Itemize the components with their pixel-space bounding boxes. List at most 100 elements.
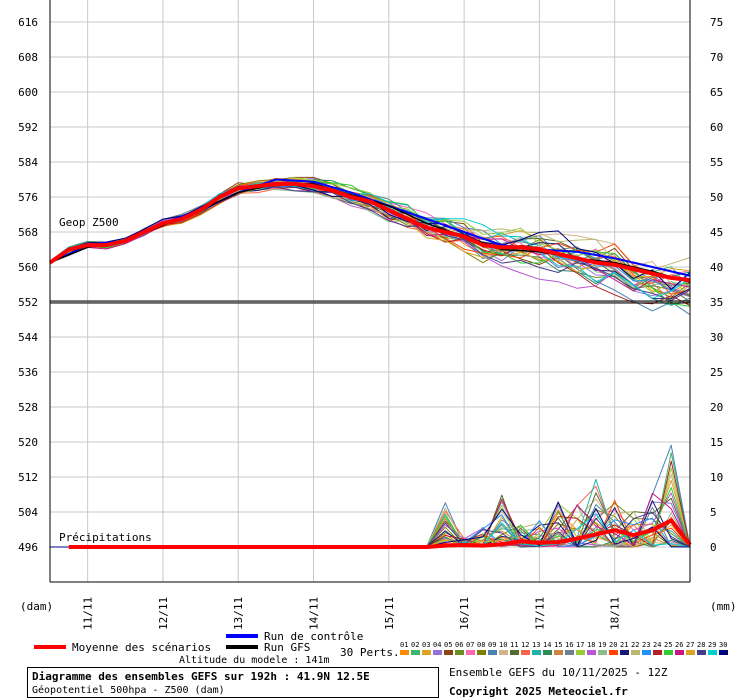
legend-pert-number: 23 [642,641,650,649]
right-tick-label: 35 [710,296,723,309]
right-tick-label: 65 [710,86,723,99]
axes [49,0,691,583]
left-tick-label: 496 [18,541,38,554]
legend-pert-number: 13 [532,641,540,649]
legend-pert-number: 18 [587,641,595,649]
legend-pert-chip [521,650,530,655]
legend-pert-chip [499,650,508,655]
x-tick-label: 13/11 [232,597,245,630]
left-axis-unit: (dam) [20,600,53,613]
legend-pert-number: 21 [620,641,628,649]
right-tick-label: 45 [710,226,723,239]
legend-pert-chip [488,650,497,655]
legend-pert-chip [664,650,673,655]
precip-mean-line [68,518,692,549]
legend-pert-number: 17 [576,641,584,649]
grid-lines [50,0,690,582]
left-tick-label: 600 [18,86,38,99]
legend-pert-chip [400,650,409,655]
main-series-lines [48,178,692,549]
legend-pert-number: 01 [400,641,408,649]
x-tick-label: 16/11 [458,597,471,630]
right-tick-label: 30 [710,331,723,344]
left-tick-label: 544 [18,331,38,344]
left-tick-label: 504 [18,506,38,519]
geop-panel-label: Geop Z500 [59,216,119,229]
left-tick-label: 536 [18,366,38,379]
legend-pert-number: 30 [719,641,727,649]
right-tick-label: 50 [710,191,723,204]
legend-pert-number: 24 [653,641,661,649]
legend-pert-chip [510,650,519,655]
legend-pert-chip [653,650,662,655]
copyright: Copyright 2025 Meteociel.fr [449,685,628,698]
legend-pert-chip [587,650,596,655]
x-tick-label: 15/11 [383,597,396,630]
right-tick-label: 0 [710,541,717,554]
right-tick-label: 25 [710,366,723,379]
legend-pert-number: 02 [411,641,419,649]
legend-pert-number: 19 [598,641,606,649]
left-tick-label: 616 [18,16,38,29]
chart-subtitle: Géopotentiel 500hpa - Z500 (dam) [32,685,225,696]
legend-pert-number: 28 [697,641,705,649]
legend-pert-chip [422,650,431,655]
legend-pert-number: 12 [521,641,529,649]
left-tick-label: 576 [18,191,38,204]
legend: Moyenne des scénarios Run de contrôleRun … [34,630,728,659]
legend-pert-number: 22 [631,641,639,649]
legend-pert-chip [565,650,574,655]
right-tick-label: 55 [710,156,723,169]
legend-pert-chip [466,650,475,655]
legend-pert-chip [411,650,420,655]
left-tick-label: 552 [18,296,38,309]
x-tick-label: 18/11 [609,597,622,630]
legend-pert-chip [620,650,629,655]
legend-pert-chip [433,650,442,655]
legend-pert-number: 20 [609,641,617,649]
legend-pert-number: 07 [466,641,474,649]
legend-pert-chip [576,650,585,655]
legend-pert-number: 10 [499,641,507,649]
legend-pert-chip [697,650,706,655]
legend-pert-number: 26 [675,641,683,649]
legend-pert-chip [708,650,717,655]
legend-pert-chip [675,650,684,655]
right-tick-label: 70 [710,51,723,64]
right-tick-label: 20 [710,401,723,414]
precip-panel-label: Précipitations [59,531,152,544]
right-tick-label: 15 [710,436,723,449]
legend-pert-number: 04 [433,641,441,649]
right-tick-label: 75 [710,16,723,29]
legend-pert-chip [609,650,618,655]
legend-pert-number: 14 [543,641,551,649]
left-tick-label: 584 [18,156,38,169]
x-tick-label: 12/11 [157,597,170,630]
perturbation-line [49,177,691,298]
legend-mean-label: Moyenne des scénarios [72,641,211,654]
right-tick-label: 60 [710,121,723,134]
chart-info-box: Diagramme des ensembles GEFS sur 192h : … [27,667,439,698]
legend-pert-chip [631,650,640,655]
left-tick-label: 608 [18,51,38,64]
right-tick-label: 10 [710,471,723,484]
legend-pert-number: 27 [686,641,694,649]
legend-gfs-label: Run GFS [264,641,310,654]
legend-pert-number: 09 [488,641,496,649]
legend-pert-chip [686,650,695,655]
legend-pert-number: 25 [664,641,672,649]
left-tick-label: 568 [18,226,38,239]
altitude-label: Altitude du modele : 141m [179,655,330,666]
left-tick-label: 512 [18,471,38,484]
legend-pert-number: 11 [510,641,518,649]
left-tick-label: 592 [18,121,38,134]
legend-control-label: Run de contrôle [264,630,363,643]
x-tick-label: 17/11 [533,597,546,630]
legend-pert-chip [642,650,651,655]
legend-pert-number: 16 [565,641,573,649]
left-tick-label: 528 [18,401,38,414]
legend-pert-chip [554,650,563,655]
legend-pert-chip [598,650,607,655]
